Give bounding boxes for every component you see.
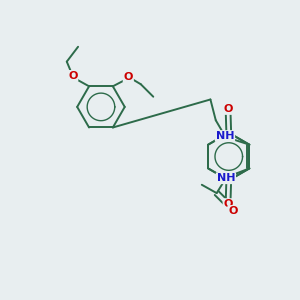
Text: O: O (228, 206, 238, 216)
Text: NH: NH (217, 173, 235, 183)
Text: O: O (68, 71, 77, 81)
Text: NH: NH (216, 131, 234, 141)
Text: O: O (224, 104, 233, 114)
Text: O: O (124, 72, 133, 82)
Text: O: O (224, 199, 233, 209)
